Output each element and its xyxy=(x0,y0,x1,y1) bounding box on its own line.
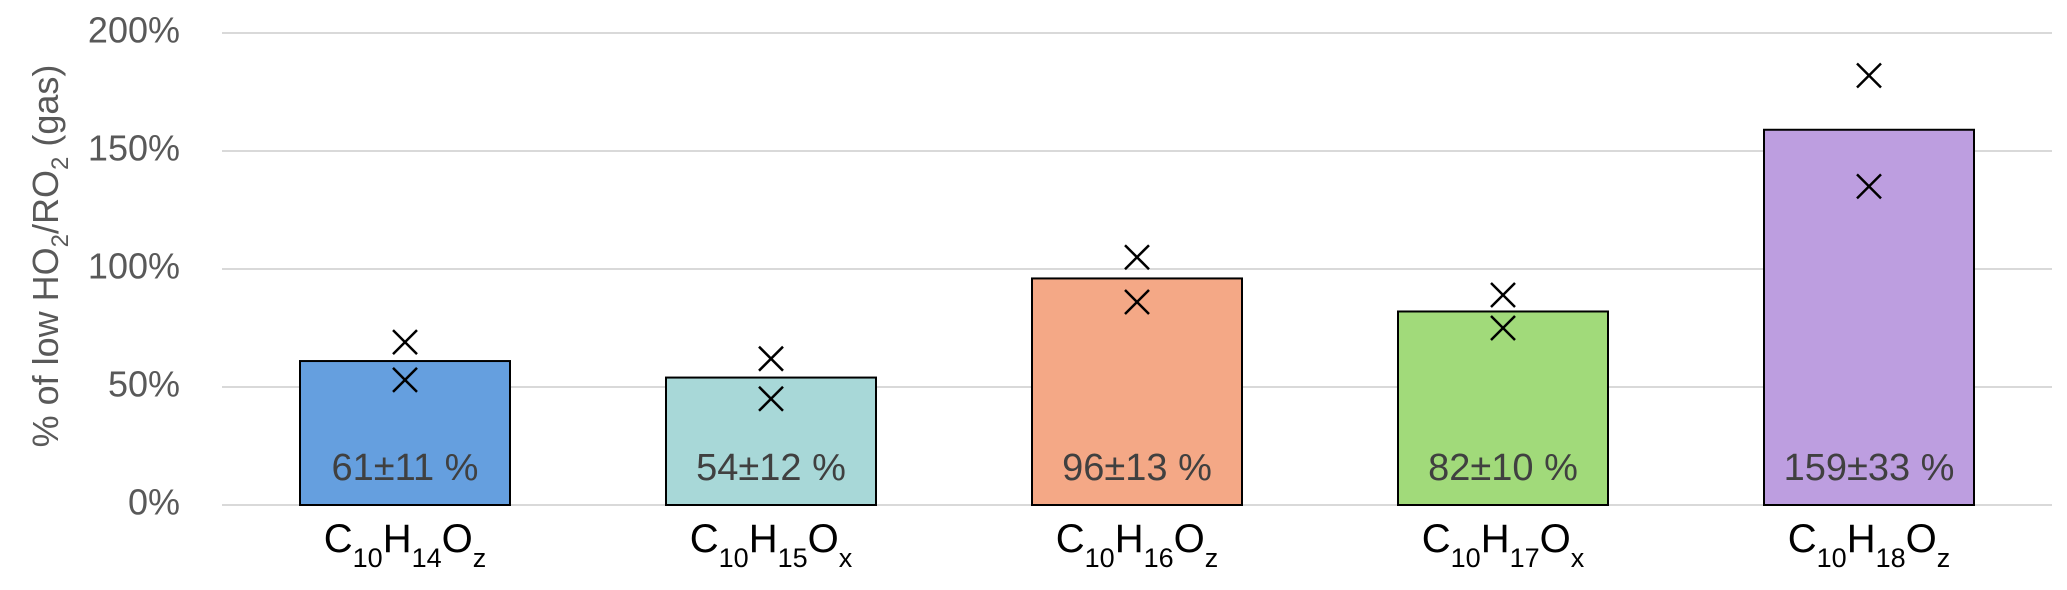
marker-x xyxy=(1124,289,1150,315)
bar-C10H14Oz xyxy=(299,360,511,507)
marker-x xyxy=(1490,282,1516,308)
marker-x xyxy=(1124,244,1150,271)
y-tick-labels: 0% 50% 100% 150% 200% xyxy=(88,10,180,523)
bar-C10H15Ox xyxy=(665,376,877,506)
category-label: C10H17Ox xyxy=(1422,517,1585,573)
y-tick-label: 0% xyxy=(128,482,180,523)
y-tick-label: 50% xyxy=(108,364,180,405)
marker-x xyxy=(392,329,418,356)
data-label: 61±11 % xyxy=(332,447,479,489)
bar-C10H16Oz xyxy=(1031,277,1243,506)
marker-x xyxy=(1856,62,1882,89)
marker-x xyxy=(1856,173,1882,200)
y-tick-label: 100% xyxy=(88,246,180,287)
bar-C10H17Ox xyxy=(1397,310,1609,507)
data-labels: 61±11 % 54±12 % 96±13 % 82±10 % 159±33 % xyxy=(332,447,1955,489)
marker-x xyxy=(1490,315,1516,341)
category-label: C10H16Oz xyxy=(1056,517,1219,573)
marker-x xyxy=(758,385,784,412)
markers xyxy=(392,62,1882,412)
category-label: C10H14Oz xyxy=(324,517,487,573)
y-tick-label: 150% xyxy=(88,128,180,169)
y-tick-label: 200% xyxy=(88,10,180,51)
category-label: C10H15Ox xyxy=(690,517,853,573)
y-axis-title: % of low HO2/RO2 (gas) xyxy=(25,65,74,448)
marker-x xyxy=(758,345,784,372)
bar-C10H18Oz xyxy=(1763,128,1975,506)
gridlines xyxy=(222,32,2052,506)
marker-x xyxy=(392,367,418,393)
category-label: C10H18Oz xyxy=(1788,517,1951,573)
data-label: 159±33 % xyxy=(1784,447,1955,489)
data-label: 96±13 % xyxy=(1062,447,1212,489)
category-labels: C10H14Oz C10H15Ox C10H16Oz C10H17Ox C10H18Oz xyxy=(324,517,1951,573)
data-label: 82±10 % xyxy=(1428,447,1578,489)
data-label: 54±12 % xyxy=(696,447,846,489)
bars xyxy=(299,128,1975,507)
